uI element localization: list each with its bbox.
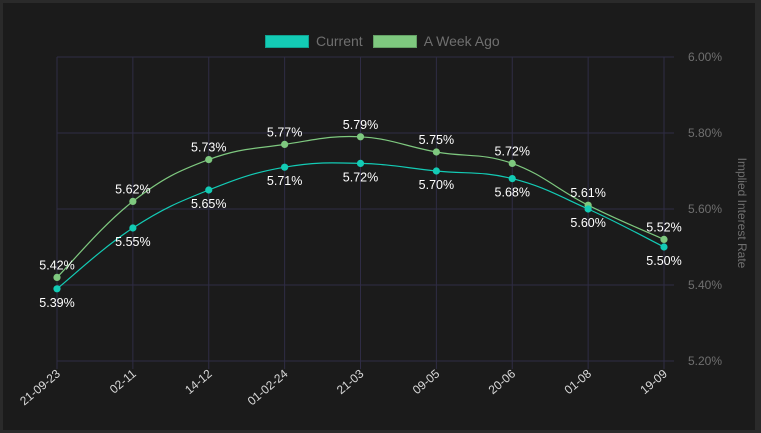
data-label-current: 5.68% xyxy=(495,186,530,200)
y-tick-label: 5.40% xyxy=(688,278,722,292)
data-label-week-ago: 5.77% xyxy=(267,125,302,139)
data-label-current: 5.71% xyxy=(267,174,302,188)
data-point-week-ago xyxy=(660,235,668,243)
data-label-current: 5.55% xyxy=(115,235,150,249)
legend: Current A Week Ago xyxy=(265,33,510,49)
data-point-current xyxy=(432,167,440,175)
data-point-week-ago xyxy=(281,140,289,148)
data-label-week-ago: 5.52% xyxy=(646,220,681,234)
data-label-week-ago: 5.62% xyxy=(115,182,150,196)
data-label-week-ago: 5.61% xyxy=(570,186,605,200)
x-tick-label: 21-03 xyxy=(334,366,367,397)
data-label-week-ago: 5.73% xyxy=(191,141,226,155)
x-tick-label: 02-11 xyxy=(107,366,139,396)
data-point-current xyxy=(205,186,213,194)
data-label-week-ago: 5.72% xyxy=(495,144,530,158)
data-label-current: 5.72% xyxy=(343,170,378,184)
data-point-current xyxy=(53,285,61,293)
y-tick-label: 5.60% xyxy=(688,202,722,216)
x-tick-label: 20-06 xyxy=(486,366,519,397)
y-axis-title: Implied Interest Rate xyxy=(735,158,749,269)
x-tick-label: 21-09-23 xyxy=(17,366,63,408)
data-point-week-ago xyxy=(129,197,137,205)
y-tick-label: 5.20% xyxy=(688,354,722,368)
data-point-current xyxy=(356,159,365,167)
x-tick-label: 01-02-24 xyxy=(245,366,291,408)
line-chart: 5.20% 5.40% 5.60% 5.80% 6.00% 21-09-23 02-11 14… xyxy=(17,50,749,408)
data-point-current xyxy=(660,243,668,251)
data-label-week-ago: 5.75% xyxy=(419,133,454,147)
data-label-current: 5.50% xyxy=(646,254,681,268)
data-point-current xyxy=(129,224,137,232)
chart-container: Current A Week Ago 5.20% 5.40% 5.60% 5.80% 6… xyxy=(3,3,755,430)
legend-item-current[interactable]: Current xyxy=(265,33,363,49)
data-point-current xyxy=(508,175,516,183)
data-point-week-ago xyxy=(356,133,365,141)
data-label-current: 5.60% xyxy=(570,216,605,230)
data-label-current: 5.70% xyxy=(419,178,454,192)
x-tick-label: 01-08 xyxy=(562,366,595,397)
legend-swatch-current xyxy=(265,34,309,48)
data-point-week-ago xyxy=(508,159,516,167)
legend-label-current: Current xyxy=(316,33,363,49)
data-label-week-ago: 5.79% xyxy=(343,118,378,132)
legend-swatch-week-ago xyxy=(372,34,417,48)
data-label-week-ago: 5.42% xyxy=(39,258,74,272)
data-point-week-ago xyxy=(432,148,440,156)
legend-label-week-ago: A Week Ago xyxy=(423,33,500,49)
y-tick-label: 6.00% xyxy=(688,50,722,64)
data-label-current: 5.39% xyxy=(39,296,74,310)
x-tick-label: 19-09 xyxy=(637,366,670,397)
data-point-current xyxy=(584,205,592,213)
data-point-week-ago xyxy=(53,273,61,281)
x-tick-label: 09-05 xyxy=(410,366,443,397)
legend-item-week-ago[interactable]: A Week Ago xyxy=(372,33,500,49)
data-point-current xyxy=(281,163,289,171)
x-tick-label: 14-12 xyxy=(182,366,215,397)
data-label-current: 5.65% xyxy=(191,197,226,211)
y-tick-label: 5.80% xyxy=(688,126,722,140)
data-point-week-ago xyxy=(205,156,213,164)
